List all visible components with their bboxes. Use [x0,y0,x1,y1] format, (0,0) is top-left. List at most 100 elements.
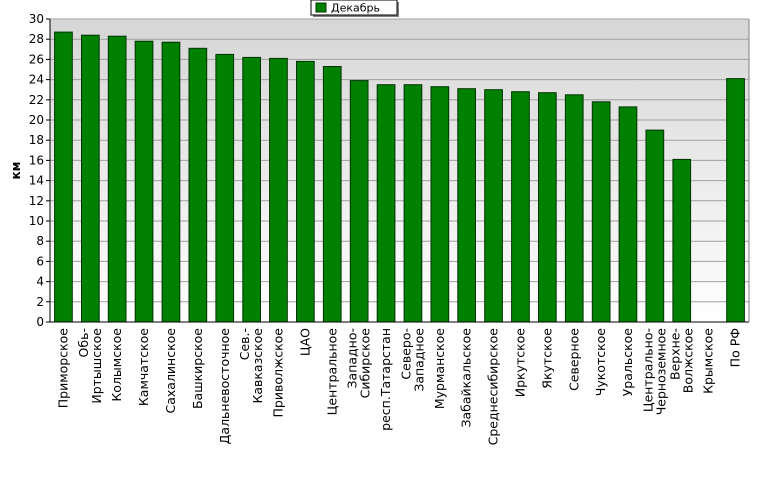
y-tick-label: 24 [29,73,44,87]
x-category-label-line: Иркутское [513,328,528,398]
bar [161,41,181,323]
bar [242,56,262,323]
x-category-label-line: Чукотское [593,328,608,397]
x-category-label-line: Западно- [345,328,360,388]
x-category-label: Сев.-Кавказское [237,328,265,404]
bar [564,94,584,323]
bar [296,60,315,323]
x-category-label-line: Среднесибирское [486,328,501,446]
x-category-label: Верхне-Волжское [667,328,695,394]
bar [430,86,450,323]
y-tick-label: 6 [36,254,44,268]
x-category-label: Северо-Западное [398,328,426,392]
bar [107,35,127,323]
plot-area [50,19,749,322]
bar [618,106,638,323]
legend-box [310,0,398,16]
bar [322,66,342,323]
x-category-label: Крымское [701,328,716,394]
y-tick-label: 10 [29,214,44,228]
y-tick-label: 30 [29,12,44,26]
x-category-label-line: Якутское [539,328,554,389]
x-category-labels: Приморское Обь-Иртышское Колымское Камчатск… [55,328,742,446]
bar [134,40,154,323]
x-category-label: Западно-Сибирское [345,328,373,399]
bar [215,53,235,323]
x-category-label-line: Сев.- [237,328,252,360]
bar [645,129,665,323]
x-category-label-line: Центральное [324,328,339,416]
x-category-label: По РФ [728,328,743,368]
x-category-label-line: Черноземное [653,328,668,416]
bar [538,92,557,323]
x-category-label: Чукотское [593,328,608,397]
x-category-label-line: Волжское [680,328,695,394]
x-category-label-line: Кавказское [250,328,265,404]
bar [457,88,476,323]
x-category-label-line: Камчатское [136,328,151,406]
x-category-label-line: Крымское [701,328,716,394]
x-category-label: Камчатское [136,328,151,406]
x-category-label: Башкирское [190,328,205,409]
x-category-label-line: Обь- [76,328,91,357]
bar [376,84,396,323]
bar [269,57,288,323]
y-tick-label: 2 [36,295,44,309]
x-category-label-line: респ.Татарстан [378,328,393,431]
x-category-label: Приволжское [271,328,286,418]
x-category-label-line: Колымское [109,328,124,402]
y-tick-label: 22 [29,93,44,107]
x-category-label-line: Забайкальское [459,328,474,428]
x-category-label: Сахалинское [163,328,178,414]
y-tick-label: 8 [36,234,44,248]
x-category-label-line: Северное [566,328,581,391]
x-category-label: Мурманское [432,328,447,409]
bar [591,101,611,323]
x-category-label: Дальневосточное [217,328,232,445]
x-category-label-line: Северо- [398,328,413,380]
y-tick-label: 20 [29,113,44,127]
y-tick-label: 16 [29,153,44,167]
legend-swatch [315,2,327,13]
x-category-label-line: Верхне- [667,328,682,380]
x-category-label: Забайкальское [459,328,474,428]
x-category-label-line: Центрально- [640,328,655,412]
x-category-label: Среднесибирское [486,328,501,446]
bar [403,84,423,323]
x-category-label-line: Сахалинское [163,328,178,414]
x-category-label: Центральное [324,328,339,416]
y-tick-label: 12 [29,194,44,208]
y-tick-label: 28 [29,32,44,46]
bars [54,31,745,323]
x-category-label-line: Мурманское [432,328,447,409]
x-category-label: Иркутское [513,328,528,398]
legend: Декабрь [310,0,399,17]
x-category-label-line: Приморское [55,328,70,409]
x-category-label-line: Западное [411,328,426,392]
x-category-label-line: Сибирское [358,328,373,399]
bar [484,89,503,323]
bar [81,34,100,323]
y-tick-label: 14 [29,174,44,188]
bar [54,31,73,323]
bar [672,158,692,323]
x-category-label: Якутское [539,328,554,389]
bar [726,78,745,323]
axes [49,19,750,323]
x-category-label: респ.Татарстан [378,328,393,431]
x-category-label: Обь-Иртышское [76,328,104,404]
x-category-label-line: Приволжское [271,328,286,418]
y-tick-label: 18 [29,133,44,147]
x-category-label: Северное [566,328,581,391]
y-axis-title: км [9,162,23,180]
x-category-label-line: Иртышское [89,328,104,404]
x-category-label-line: По РФ [728,328,743,368]
bar [349,80,369,323]
bar [511,91,530,323]
x-category-label: Приморское [55,328,70,409]
x-category-label: Центрально-Черноземное [640,328,668,416]
x-category-label: ЦАО [297,328,312,356]
y-tick-label: 4 [36,275,44,289]
